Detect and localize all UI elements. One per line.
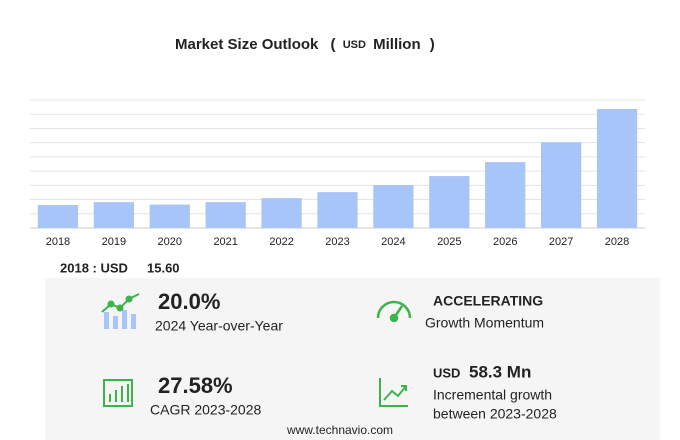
title-paren: ( (331, 36, 336, 53)
x-tick-label: 2026 (493, 236, 517, 248)
incremental-value: 58.3 Mn (469, 362, 531, 381)
title-unit-name: Million (373, 36, 421, 53)
incremental-label2: between 2023-2028 (433, 406, 557, 422)
incremental-icon (379, 378, 408, 407)
bar (149, 204, 190, 228)
bar (205, 202, 246, 228)
title-text: Market Size Outlook (175, 36, 319, 53)
bar (37, 205, 79, 228)
yoy-label: 2024 Year-over-Year (155, 318, 283, 334)
x-tick-label: 2022 (269, 236, 293, 248)
incremental-unit: USD (433, 365, 460, 380)
yoy-icon (101, 293, 140, 329)
bar (93, 202, 134, 228)
x-tick-label: 2028 (605, 236, 629, 248)
chart-title: Market Size Outlook ( USD Million ) (175, 36, 435, 53)
bar (541, 142, 582, 228)
plot: 2018 2019 2020 2021 2022 2023 2024 2025 2026 2027… (30, 99, 645, 248)
x-tick-label: 2018 (46, 236, 70, 248)
incremental-label: Incremental growth (433, 387, 552, 403)
x-tick-label: 2019 (102, 236, 126, 248)
x-tick-label: 2023 (325, 236, 349, 248)
cagr-label: CAGR 2023-2028 (150, 402, 262, 418)
base-label: 2018 : USD (60, 260, 128, 275)
x-tick-label: 2027 (549, 236, 573, 248)
stats-panel (45, 278, 660, 440)
momentum-value: ACCELERATING (433, 293, 543, 309)
bar (429, 176, 470, 228)
momentum-icon (376, 300, 412, 323)
bar (317, 192, 358, 228)
title-unit: USD (343, 39, 366, 51)
bar (596, 108, 638, 228)
x-tick-label: 2024 (381, 236, 405, 248)
footer: www.technavio.com (286, 423, 393, 437)
x-tick-label: 2025 (437, 236, 461, 248)
base-value: 15.60 (147, 260, 180, 275)
x-tick-label: 2020 (158, 236, 182, 248)
bar (261, 198, 302, 228)
yoy-value: 20.0% (158, 289, 220, 314)
x-tick-label: 2021 (213, 236, 237, 248)
bar (373, 185, 414, 228)
title-paren: ) (430, 36, 435, 53)
momentum-label: Growth Momentum (425, 315, 544, 331)
bar (485, 162, 526, 228)
cagr-value: 27.58% (158, 373, 233, 398)
cagr-icon (103, 379, 133, 407)
